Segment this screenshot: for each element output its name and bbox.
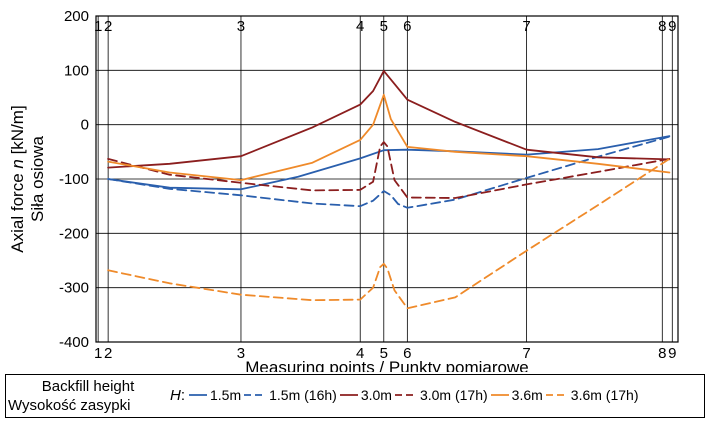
series-line-3	[107, 70, 671, 169]
legend-item-label: 3.0m	[360, 387, 392, 403]
series-lines	[107, 70, 671, 310]
legend-item-4: 3.0m (17h)	[394, 387, 488, 403]
legend: Backfill height Wysokość zasypki H: 1.5m…	[5, 374, 705, 418]
x-tick-label-bottom: 5	[380, 345, 388, 362]
x-tick-label-bottom: 8	[658, 345, 666, 362]
legend-item-label: 1.5m	[210, 387, 242, 403]
y-tick-label: -100	[59, 171, 89, 188]
x-tick-label-bottom: 2	[104, 345, 112, 362]
legend-symbol-letter: H	[170, 387, 181, 404]
legend-item-label: 3.6m (17h)	[570, 387, 639, 403]
x-tick-label-top: 1	[94, 18, 102, 35]
x-tick-label-top: 4	[356, 18, 364, 35]
legend-item-label: 3.0m (17h)	[419, 387, 488, 403]
y-axis-title-unit: [kN/m]	[8, 105, 27, 159]
x-axis-title: Measuring points / Punkty pomiarowe	[245, 358, 528, 372]
legend-caption-polish: Wysokość zasypki	[8, 397, 131, 414]
x-tick-label-top: 3	[237, 18, 245, 35]
legend-symbol: H:	[170, 387, 185, 404]
x-tick-label-bottom: 1	[94, 345, 102, 362]
legend-item-5: 3.6m	[490, 387, 543, 403]
series-line-6	[107, 158, 671, 310]
y-tick-label: 100	[64, 62, 89, 79]
y-tick-label: -400	[59, 334, 89, 351]
legend-item-label: 3.6m	[511, 387, 543, 403]
legend-items: 1.5m 1.5m (16h) 3.0m 3.0m (17h) 3.6m 3.6m (17…	[188, 387, 640, 403]
y-tick-labels: -400 -300 -200 -100 0 100 200	[59, 8, 89, 351]
legend-item-2: 1.5m (16h)	[243, 387, 337, 403]
y-axis-title: Axial force n [kN/m]	[8, 105, 27, 252]
series-line-4	[107, 141, 671, 199]
legend-caption-english: Backfill height	[41, 378, 135, 395]
x-tick-label-bottom: 3	[237, 345, 245, 362]
x-tick-label-top: 9	[668, 18, 676, 35]
legend-swatch	[339, 394, 358, 396]
y-tick-label: 200	[64, 8, 89, 25]
x-tick-label-top: 2	[104, 18, 112, 35]
x-tick-label-top: 6	[403, 18, 411, 35]
grid-lines	[96, 15, 678, 343]
legend-swatch	[189, 394, 207, 396]
legend-swatch	[490, 394, 509, 396]
series-line-2	[107, 135, 671, 209]
y-tick-label: -300	[59, 280, 89, 297]
x-tick-label-bottom: 7	[522, 345, 530, 362]
legend-item-1: 1.5m	[188, 387, 241, 403]
plot-frame	[95, 15, 679, 343]
legend-caption: Backfill height Wysokość zasypki	[8, 377, 168, 415]
y-tick-label: 0	[81, 117, 89, 134]
y-axis-title-main: Axial force	[8, 169, 27, 253]
y-tick-label: -200	[59, 225, 89, 242]
x-tick-label-bottom: 6	[403, 345, 411, 362]
legend-item-label: 1.5m (16h)	[269, 387, 337, 403]
y-axis-title-secondary: Siła osiowa	[28, 135, 47, 222]
x-tick-label-bottom: 4	[356, 345, 364, 362]
legend-swatch	[244, 394, 267, 396]
legend-item-3: 3.0m	[339, 387, 392, 403]
legend-symbol-colon: :	[180, 387, 186, 404]
x-tick-label-top: 7	[522, 18, 530, 35]
series-line-5	[107, 93, 671, 181]
x-tick-label-top: 8	[658, 18, 666, 35]
legend-swatch	[545, 394, 568, 396]
legend-item-6: 3.6m (17h)	[545, 387, 639, 403]
x-tick-label-bottom: 9	[668, 345, 676, 362]
x-tick-label-top: 5	[380, 18, 388, 35]
legend-swatch	[394, 394, 417, 396]
y-axis-title-variable: n	[8, 159, 27, 168]
